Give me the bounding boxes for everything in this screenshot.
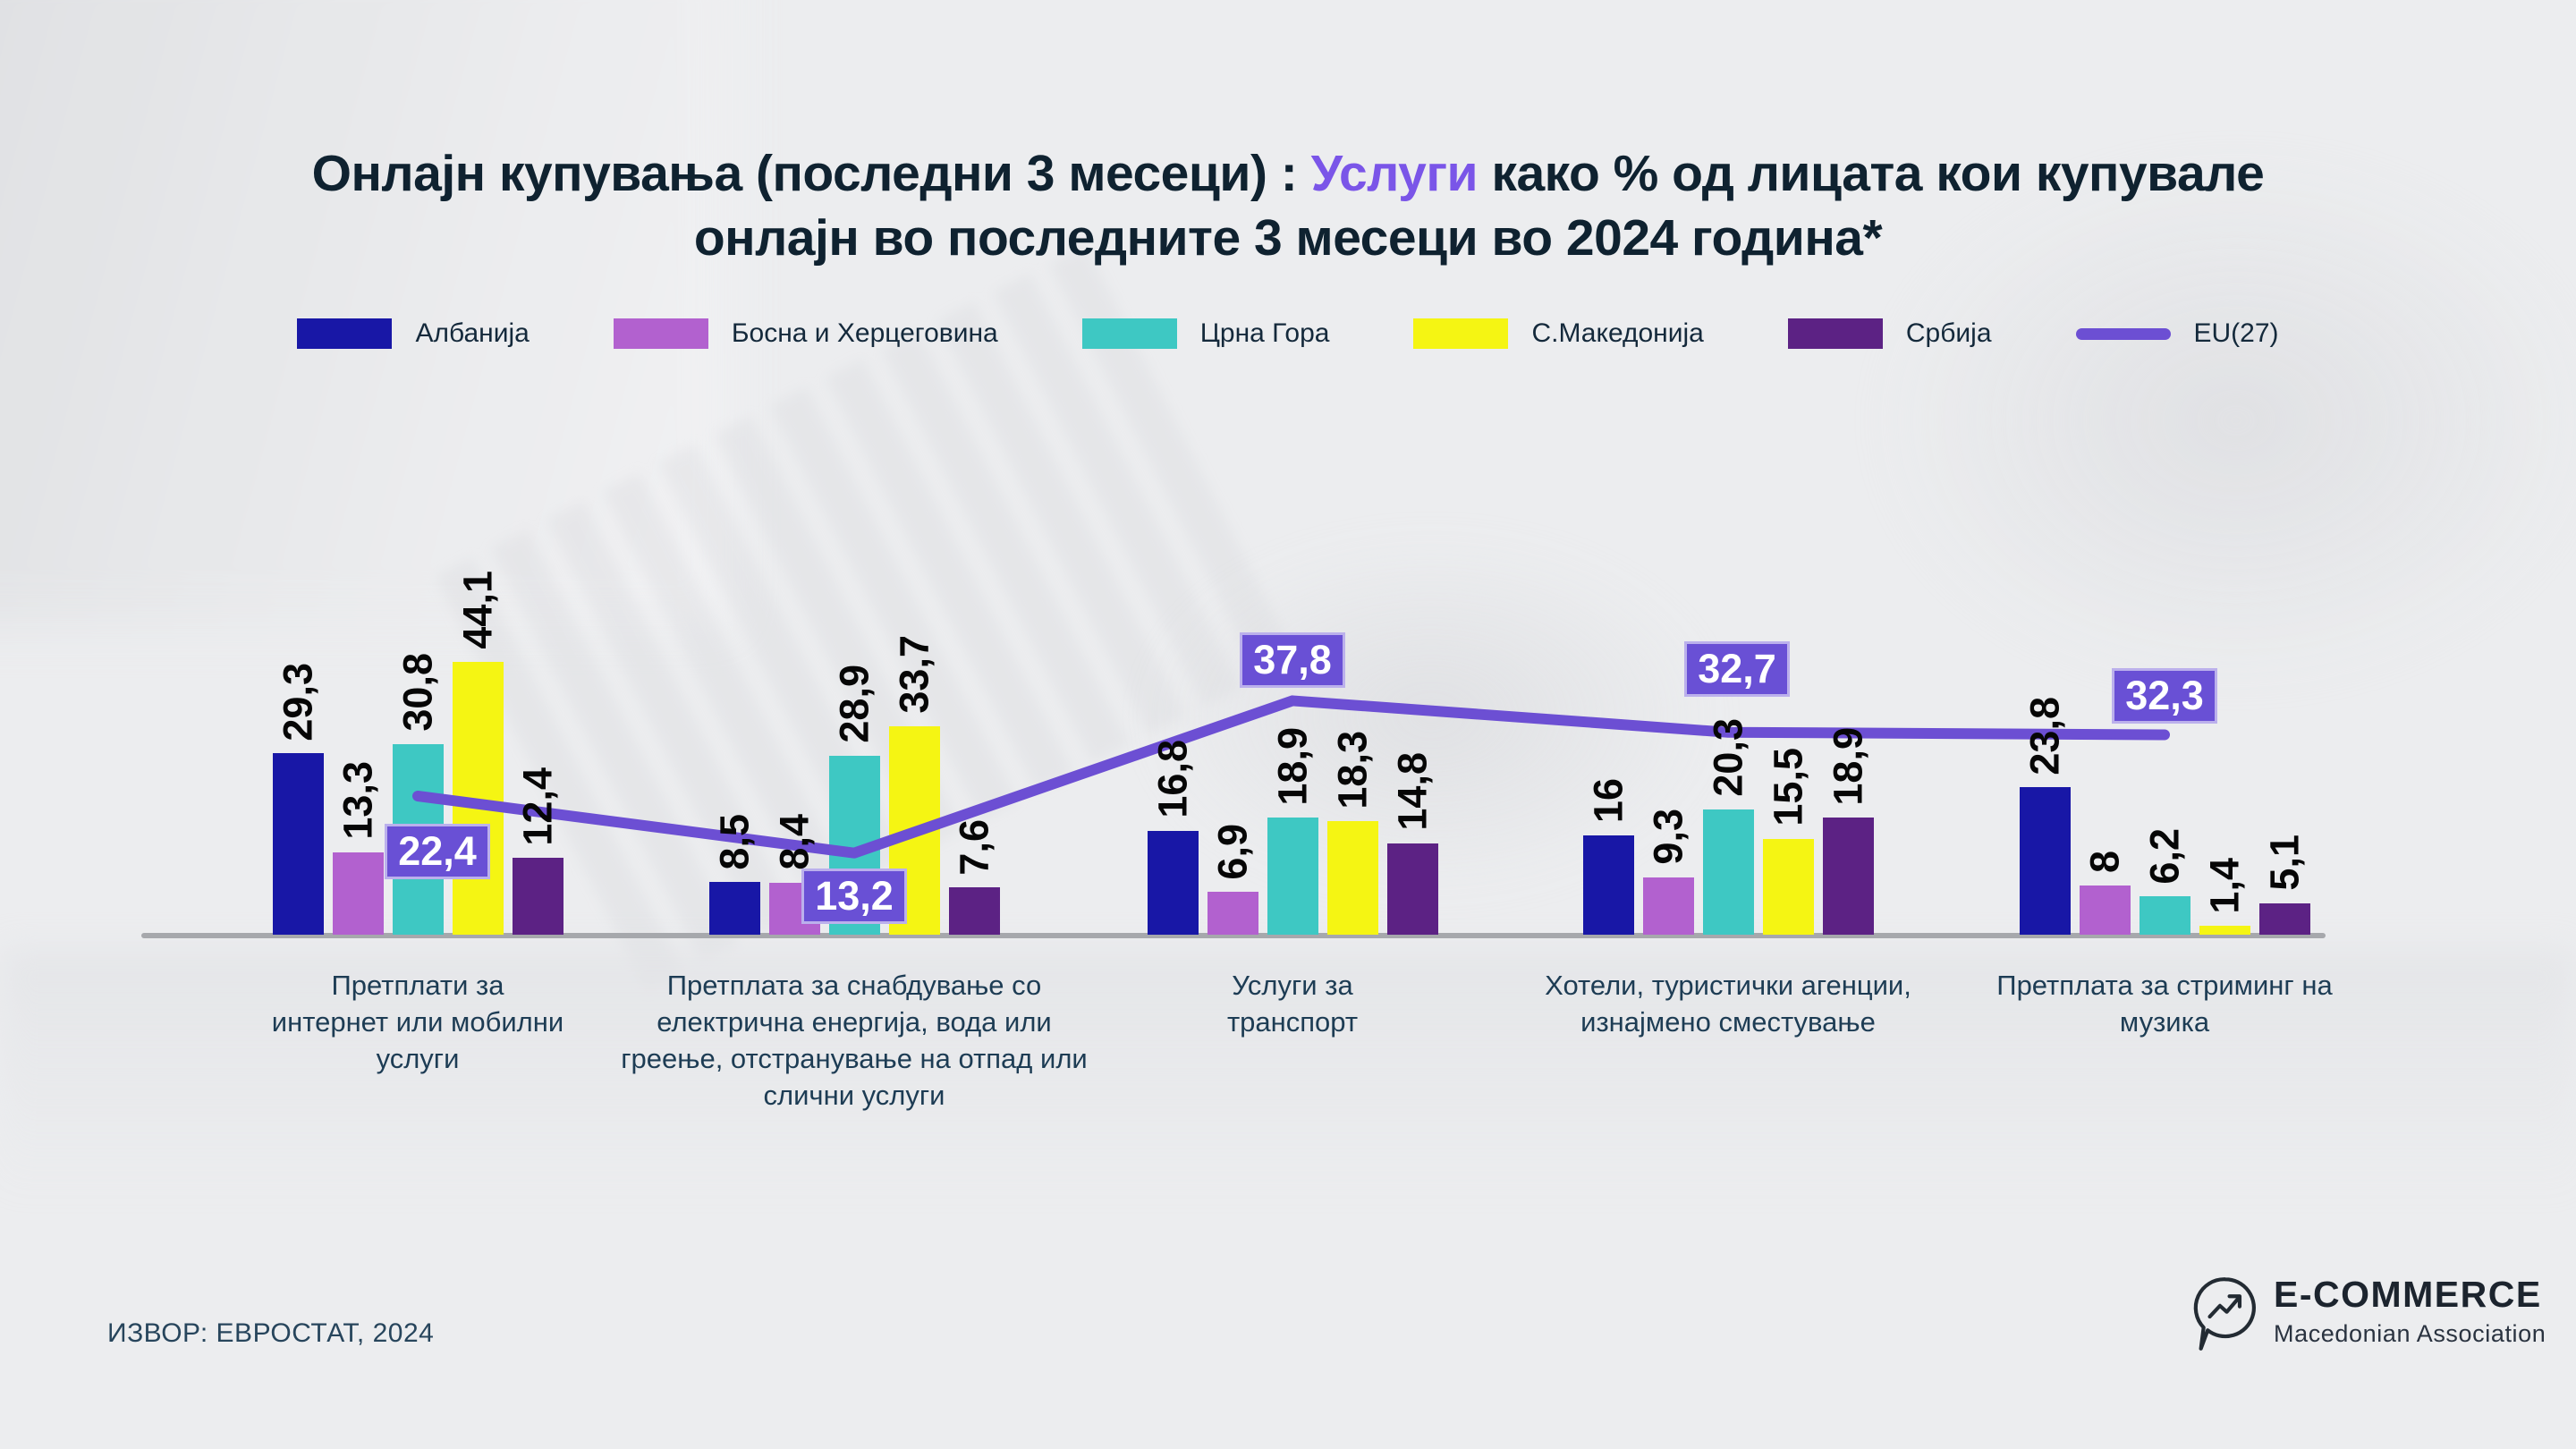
chart-legend: Албанија Босна и Херцеговина Црна Гора С.Ма… [0, 318, 2576, 349]
bar [332, 852, 384, 935]
background-laptop-shape [0, 0, 733, 626]
legend-color-swatch-icon [1081, 318, 1177, 349]
bar-value-label: 33,7 [891, 635, 937, 714]
eu-value-callout: 37,8 [1240, 632, 1345, 689]
bar [1326, 821, 1378, 935]
eu-value-callout: 32,7 [1684, 640, 1790, 697]
bar [2199, 926, 2250, 935]
bar-value-label: 23,8 [2021, 696, 2068, 775]
legend-label: С.Македонија [1531, 318, 1704, 348]
bar [1267, 818, 1318, 935]
bar-value-label: 12,4 [514, 767, 561, 846]
bar [512, 858, 564, 935]
legend-label: Албанија [415, 318, 530, 348]
x-axis-category-label: Претплата за стриминг на музика [1996, 970, 2333, 1038]
bar-value-label: 5,1 [2261, 835, 2308, 891]
bar-value-label: 18,9 [1269, 726, 1316, 806]
bar [1822, 818, 1874, 935]
title-highlight: Услуги [1310, 145, 1479, 202]
bar [1642, 877, 1694, 935]
eu-value-callout: 32,3 [2112, 668, 2217, 724]
bar [2019, 787, 2071, 935]
logo-name: E-COMMERCE [2274, 1274, 2542, 1315]
x-axis-category-label: Хотели, туристички агенции, изнајмено см… [1545, 970, 1911, 1038]
logo-text: E-COMMERCE Macedonian Association [2274, 1274, 2546, 1348]
bar [452, 661, 504, 935]
bar [1582, 835, 1634, 935]
bar [1386, 843, 1438, 935]
bar-value-label: 18,9 [1825, 726, 1871, 806]
bar [2258, 902, 2310, 935]
bar [272, 753, 324, 935]
legend-color-swatch-icon [297, 318, 393, 349]
legend-color-swatch-icon [1787, 318, 1883, 349]
source-text: ИЗВОР: ЕВРОСТАТ, 2024 [107, 1318, 435, 1348]
bar-value-label: 29,3 [275, 662, 321, 741]
bar-value-label: 16,8 [1149, 740, 1196, 818]
bar-value-label: 15,5 [1765, 748, 1811, 826]
x-axis-category-label: Претплата за снабдување со електрична ен… [621, 970, 1088, 1111]
bar [2079, 885, 2131, 935]
bar-value-label: 16 [1585, 778, 1631, 824]
bar-value-label: 6,9 [1209, 823, 1256, 880]
bar-value-label: 20,3 [1705, 717, 1751, 797]
legend-item: Црна Гора [1081, 318, 1330, 349]
bar-value-label: 7,6 [951, 818, 997, 876]
title-pre: Онлајн купувања (последни 3 месеци) : [311, 145, 1311, 202]
bar-value-label: 14,8 [1389, 752, 1436, 831]
legend-color-swatch-icon [1413, 318, 1509, 349]
bar [708, 882, 760, 935]
bar [1762, 838, 1814, 935]
bar-value-label: 18,3 [1329, 730, 1376, 809]
bar-value-label: 9,3 [1645, 809, 1691, 865]
legend-label: Босна и Херцеговина [731, 318, 998, 348]
bar-value-label: 1,4 [2201, 857, 2248, 914]
bar [1207, 892, 1258, 935]
eu-value-callout: 13,2 [801, 868, 907, 924]
bar-value-label: 28,9 [831, 665, 877, 744]
bar [1147, 830, 1199, 935]
eu-value-callout: 22,4 [385, 823, 490, 879]
x-axis-category-label: Претплати за интернет или мобилни услуги [271, 970, 564, 1074]
logo-subtitle: Macedonian Association [2274, 1320, 2546, 1347]
bar-value-label: 44,1 [454, 571, 501, 649]
bar-value-label: 13,3 [335, 761, 381, 840]
legend-item: Албанија [297, 318, 530, 349]
legend-item: Босна и Херцеговина [613, 318, 998, 349]
ecommerce-association-logo: E-COMMERCE Macedonian Association [2191, 1274, 2546, 1354]
x-axis-category-label: Услуги за транспорт [1226, 970, 1359, 1038]
legend-item: С.Македонија [1413, 318, 1704, 349]
legend-line-swatch-icon [2075, 327, 2171, 340]
bar [2139, 896, 2190, 935]
legend-item: Србија [1787, 318, 1992, 349]
bar-value-label: 8,4 [771, 814, 818, 870]
page-title: Онлајн купувања (последни 3 месеци) : Ус… [268, 141, 2308, 271]
bar-value-label: 6,2 [2141, 827, 2188, 885]
legend-color-swatch-icon [613, 318, 708, 349]
bar-value-label: 8,5 [711, 813, 758, 870]
legend-label: EU(27) [2193, 318, 2279, 348]
speech-bubble-arrow-icon [2193, 1277, 2256, 1351]
bar [1702, 809, 1754, 935]
bar [948, 887, 1000, 935]
legend-label: Црна Гора [1199, 318, 1330, 348]
legend-label: Србија [1905, 318, 1992, 348]
bar-value-label: 8 [2081, 850, 2128, 873]
legend-item: EU(27) [2075, 318, 2279, 349]
bar-value-label: 30,8 [394, 653, 441, 732]
